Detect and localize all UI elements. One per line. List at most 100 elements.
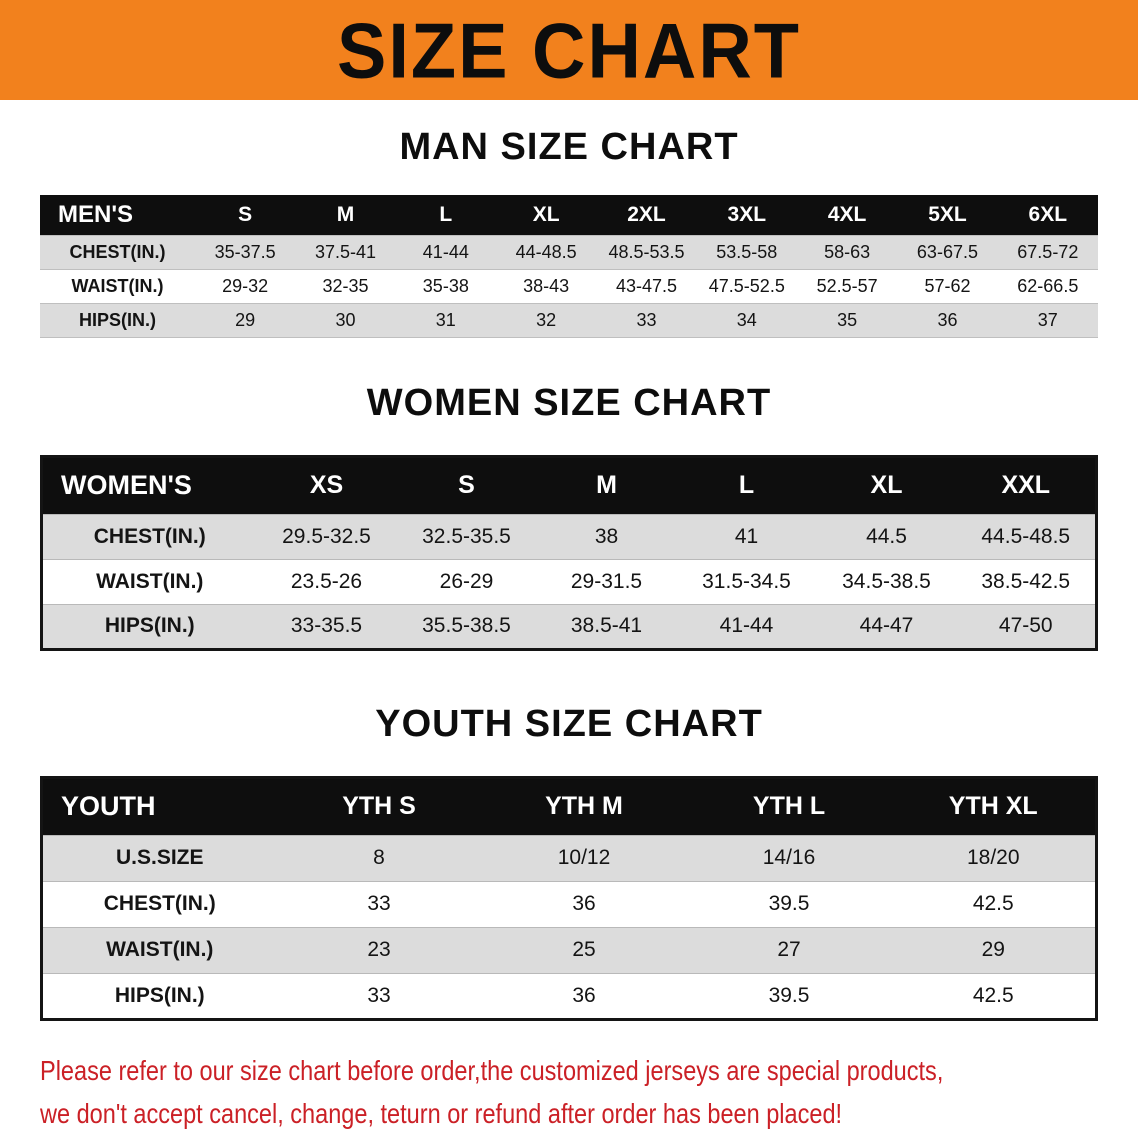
value-cell: 44.5	[817, 514, 957, 559]
value-cell: 27	[687, 927, 892, 973]
value-cell: 43-47.5	[596, 269, 696, 303]
column-header-cell: XXL	[957, 456, 1097, 514]
column-header-cell: M	[295, 195, 395, 235]
men-section-title: MAN SIZE CHART	[0, 126, 1138, 169]
disclaimer: Please refer to our size chart before or…	[40, 1049, 1138, 1135]
disclaimer-line-2: we don't accept cancel, change, teturn o…	[40, 1092, 842, 1135]
value-cell: 29-32	[195, 269, 295, 303]
table-title-cell: MEN'S	[40, 195, 195, 235]
value-cell: 47-50	[957, 604, 1097, 649]
column-header-cell: 3XL	[697, 195, 797, 235]
row-label-cell: WAIST(IN.)	[40, 269, 195, 303]
value-cell: 62-66.5	[998, 269, 1098, 303]
value-cell: 37	[998, 303, 1098, 337]
value-cell: 44-48.5	[496, 235, 596, 269]
value-cell: 41	[677, 514, 817, 559]
value-cell: 36	[897, 303, 997, 337]
column-header-cell: 4XL	[797, 195, 897, 235]
row-label-cell: CHEST(IN.)	[42, 514, 257, 559]
value-cell: 33	[277, 973, 482, 1019]
value-cell: 38.5-41	[537, 604, 677, 649]
value-cell: 26-29	[397, 559, 537, 604]
value-cell: 18/20	[892, 835, 1097, 881]
value-cell: 37.5-41	[295, 235, 395, 269]
value-cell: 35	[797, 303, 897, 337]
value-cell: 29.5-32.5	[257, 514, 397, 559]
banner-title: SIZE CHART	[337, 5, 801, 94]
value-cell: 44.5-48.5	[957, 514, 1097, 559]
value-cell: 39.5	[687, 973, 892, 1019]
column-header-cell: XL	[817, 456, 957, 514]
value-cell: 34	[697, 303, 797, 337]
value-cell: 31.5-34.5	[677, 559, 817, 604]
column-header-cell: 6XL	[998, 195, 1098, 235]
value-cell: 39.5	[687, 881, 892, 927]
column-header-cell: YTH XL	[892, 777, 1097, 835]
row-label-cell: CHEST(IN.)	[42, 881, 277, 927]
column-header-cell: XS	[257, 456, 397, 514]
value-cell: 29	[195, 303, 295, 337]
column-header-cell: S	[397, 456, 537, 514]
value-cell: 10/12	[482, 835, 687, 881]
value-cell: 44-47	[817, 604, 957, 649]
column-header-cell: L	[396, 195, 496, 235]
youth-section-title: YOUTH SIZE CHART	[0, 703, 1138, 746]
value-cell: 38.5-42.5	[957, 559, 1097, 604]
value-cell: 14/16	[687, 835, 892, 881]
column-header-cell: 2XL	[596, 195, 696, 235]
value-cell: 42.5	[892, 973, 1097, 1019]
value-cell: 41-44	[396, 235, 496, 269]
value-cell: 33-35.5	[257, 604, 397, 649]
value-cell: 57-62	[897, 269, 997, 303]
value-cell: 8	[277, 835, 482, 881]
column-header-cell: YTH S	[277, 777, 482, 835]
value-cell: 58-63	[797, 235, 897, 269]
value-cell: 36	[482, 881, 687, 927]
column-header-cell: YTH M	[482, 777, 687, 835]
value-cell: 38-43	[496, 269, 596, 303]
row-label-cell: CHEST(IN.)	[40, 235, 195, 269]
value-cell: 35-37.5	[195, 235, 295, 269]
value-cell: 32-35	[295, 269, 395, 303]
size-chart-banner: SIZE CHART	[0, 0, 1138, 100]
value-cell: 36	[482, 973, 687, 1019]
value-cell: 30	[295, 303, 395, 337]
column-header-cell: XL	[496, 195, 596, 235]
value-cell: 29	[892, 927, 1097, 973]
row-label-cell: U.S.SIZE	[42, 835, 277, 881]
disclaimer-line-1: Please refer to our size chart before or…	[40, 1049, 943, 1092]
value-cell: 35-38	[396, 269, 496, 303]
women-section-title: WOMEN SIZE CHART	[0, 382, 1138, 425]
value-cell: 25	[482, 927, 687, 973]
value-cell: 35.5-38.5	[397, 604, 537, 649]
value-cell: 47.5-52.5	[697, 269, 797, 303]
column-header-cell: L	[677, 456, 817, 514]
value-cell: 23.5-26	[257, 559, 397, 604]
row-label-cell: HIPS(IN.)	[40, 303, 195, 337]
value-cell: 23	[277, 927, 482, 973]
value-cell: 53.5-58	[697, 235, 797, 269]
value-cell: 38	[537, 514, 677, 559]
value-cell: 33	[277, 881, 482, 927]
value-cell: 63-67.5	[897, 235, 997, 269]
value-cell: 31	[396, 303, 496, 337]
column-header-cell: S	[195, 195, 295, 235]
value-cell: 42.5	[892, 881, 1097, 927]
value-cell: 34.5-38.5	[817, 559, 957, 604]
value-cell: 41-44	[677, 604, 817, 649]
